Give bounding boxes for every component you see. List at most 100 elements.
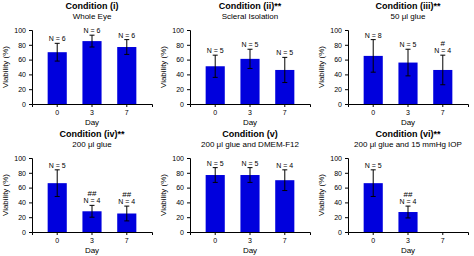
y-tick: 60 (334, 184, 348, 191)
y-tick-mark (187, 158, 190, 159)
y-axis-line (345, 31, 349, 105)
n-label: N = 4 (276, 162, 293, 169)
marks (206, 168, 295, 232)
x-tick-mark (373, 232, 374, 235)
y-tick-mark (345, 60, 348, 61)
y-tick-mark (29, 158, 32, 159)
panel: 020406080100037N = 6N = 6N = 6DayViabili… (1, 1, 153, 127)
y-tick-mark (187, 89, 190, 90)
plot-area: 020406080100037N = 5N = 4##N = 4##DayVia… (1, 155, 153, 255)
y-axis-line (29, 31, 33, 105)
y-tick: 100 (172, 155, 190, 162)
labels: N = 5N = 5N = 4 (207, 160, 294, 169)
y-tick-label: 100 (172, 155, 184, 162)
y-tick: 60 (334, 56, 348, 63)
x-tick: 7 (441, 104, 445, 116)
y-tick-label: 80 (334, 42, 342, 49)
y-tick-label: 20 (18, 214, 26, 221)
x-tick-label: 0 (55, 237, 59, 244)
x-tick: 7 (283, 232, 287, 244)
y-tick-mark (345, 74, 348, 75)
y-tick-label: 100 (14, 155, 26, 162)
x-tick: 3 (248, 104, 252, 116)
y-axis-title: Viability (%) (317, 174, 326, 216)
x-tick-label: 7 (283, 237, 287, 244)
x-axis-title: Day (243, 118, 257, 127)
x-tick-mark (373, 104, 374, 107)
bar (206, 175, 225, 232)
y-tick-mark (187, 45, 190, 46)
x-tick: 0 (371, 232, 375, 244)
error-bar (440, 55, 445, 85)
y-tick-label: 80 (18, 170, 26, 177)
subtitle: 200 μl glue and 15 mmHg IOP (354, 140, 462, 149)
panel: 020406080100037N = 5N = 5N = 5DayViabili… (159, 1, 311, 127)
y-tick: 40 (176, 71, 190, 78)
y-tick-mark (29, 104, 32, 105)
n-label: N = 5 (207, 47, 224, 54)
y-tick: 80 (176, 42, 190, 49)
labels: N = 5N = 5N = 5 (207, 41, 294, 56)
y-tick-label: 100 (330, 155, 342, 162)
x-axis-title: Day (401, 118, 415, 127)
y-tick: 0 (22, 101, 32, 108)
x-axis: 037 (349, 232, 469, 244)
sig-label: ## (404, 190, 413, 199)
panel: 020406080100037N = 5N = 5N = 4DayViabili… (159, 129, 311, 255)
x-axis: 037 (191, 104, 311, 116)
y-tick-mark (345, 173, 348, 174)
x-tick-mark (215, 232, 216, 235)
x-tick-label: 0 (55, 109, 59, 116)
x-tick: 7 (441, 232, 445, 244)
title: Condition (ii)** (219, 1, 282, 11)
y-axis-title: Viability (%) (159, 46, 168, 88)
x-tick-label: 3 (406, 109, 410, 116)
x-axis-line (33, 233, 153, 236)
y-tick: 80 (18, 42, 32, 49)
x-tick-mark (442, 232, 443, 235)
y-tick-label: 60 (334, 184, 342, 191)
y-tick-label: 0 (180, 101, 184, 108)
title: Condition (vi)** (376, 129, 441, 139)
y-tick-label: 20 (18, 86, 26, 93)
error-bar (124, 40, 129, 55)
y-tick: 80 (334, 170, 348, 177)
y-tick-mark (345, 158, 348, 159)
y-tick: 0 (180, 229, 190, 236)
x-tick: 0 (371, 104, 375, 116)
y-tick: 20 (18, 214, 32, 221)
y-tick-label: 80 (18, 42, 26, 49)
y-tick-mark (29, 232, 32, 233)
y-tick: 100 (14, 27, 32, 34)
y-tick-label: 0 (338, 101, 342, 108)
y-tick-mark (345, 217, 348, 218)
y-tick-mark (345, 232, 348, 233)
x-tick-mark (250, 232, 251, 235)
x-axis: 037 (191, 232, 311, 244)
y-tick-label: 60 (176, 184, 184, 191)
y-axis: 020406080100 (172, 155, 190, 236)
panel: 020406080100037N = 8N = 5N = 4#DayViabil… (317, 1, 469, 127)
x-axis: 0 3 7 (349, 104, 469, 116)
y-tick-mark (187, 60, 190, 61)
y-tick: 40 (176, 199, 190, 206)
y-tick-mark (187, 30, 190, 31)
bar (117, 47, 136, 104)
labels: N = 6N = 6N = 6 (49, 27, 136, 42)
y-tick-label: 20 (334, 214, 342, 221)
x-tick-label: 7 (441, 237, 445, 244)
y-tick-mark (29, 60, 32, 61)
error-bar (248, 168, 253, 183)
y-tick: 20 (176, 86, 190, 93)
y-tick-mark (187, 74, 190, 75)
y-tick-label: 60 (18, 184, 26, 191)
y-tick: 20 (334, 214, 348, 221)
x-axis: 037 (33, 104, 153, 116)
subtitle: 200 μl glue (72, 140, 112, 149)
y-tick-label: 20 (176, 86, 184, 93)
n-label: N = 5 (242, 160, 259, 167)
y-tick: 60 (176, 184, 190, 191)
error-bar (124, 206, 129, 221)
n-label: N = 5 (276, 49, 293, 56)
y-tick: 60 (18, 184, 32, 191)
